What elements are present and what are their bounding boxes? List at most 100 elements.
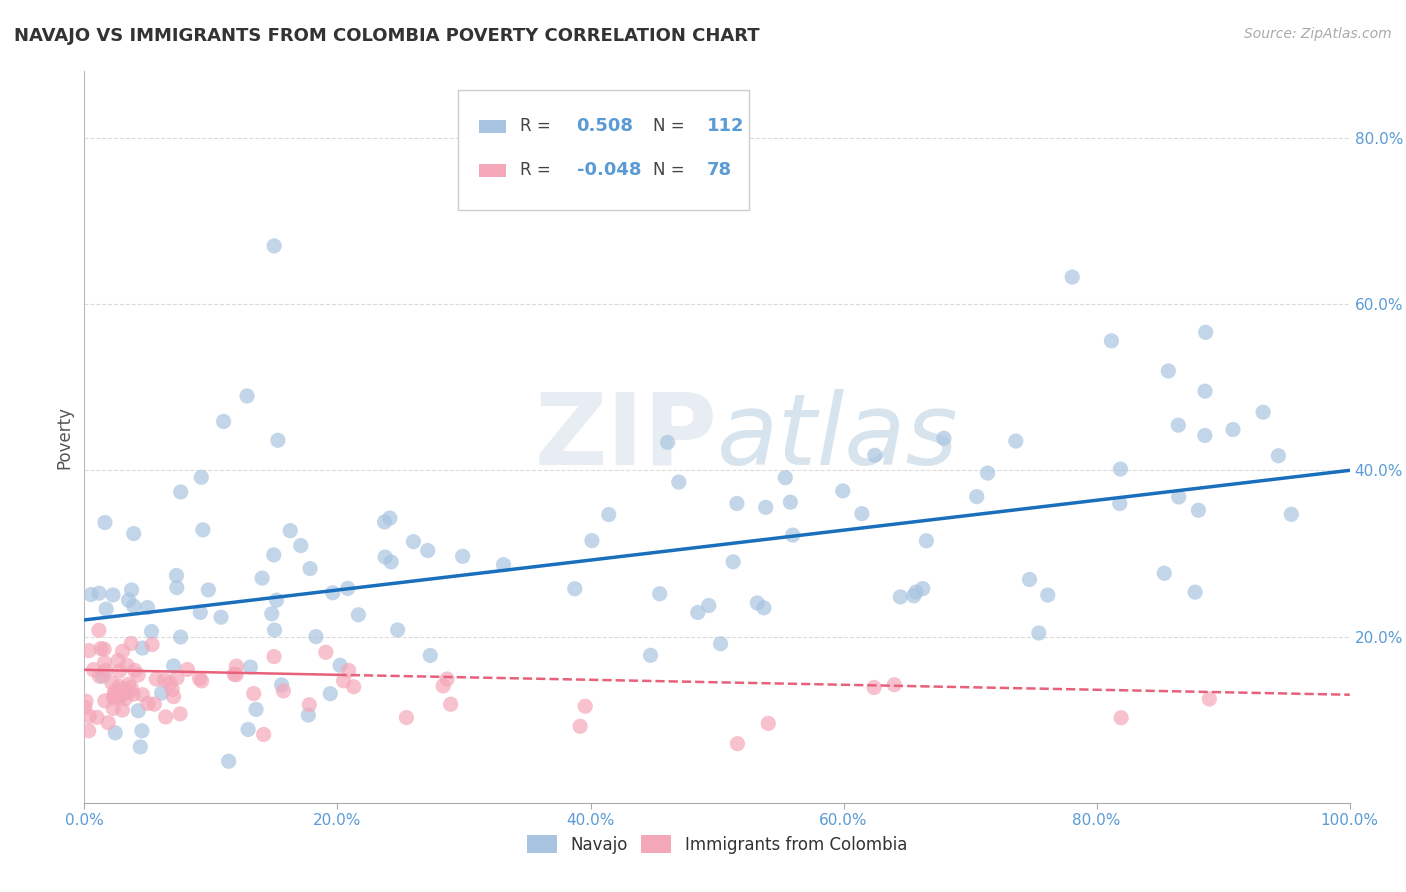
Point	[93, 656, 115, 670]
Point	[117, 677, 139, 691]
Point	[94, 602, 117, 616]
Text: NAVAJO VS IMMIGRANTS FROM COLOMBIA POVERTY CORRELATION CHART: NAVAJO VS IMMIGRANTS FROM COLOMBIA POVER…	[14, 27, 759, 45]
FancyBboxPatch shape	[479, 120, 506, 133]
Point	[1267, 449, 1289, 463]
Point	[373, 515, 395, 529]
Point	[1195, 326, 1218, 340]
Point	[169, 630, 191, 644]
Point	[581, 533, 603, 548]
Point	[160, 682, 183, 697]
Point	[103, 689, 125, 703]
Point	[188, 606, 211, 620]
Point	[322, 586, 344, 600]
Point	[212, 414, 235, 428]
Point	[153, 673, 176, 687]
Point	[82, 663, 104, 677]
FancyBboxPatch shape	[458, 90, 749, 211]
Point	[124, 664, 146, 678]
Point	[1018, 573, 1040, 587]
Point	[419, 648, 441, 663]
Point	[1222, 423, 1244, 437]
Point	[115, 658, 138, 673]
Point	[224, 667, 246, 681]
Point	[145, 672, 167, 686]
Point	[337, 664, 360, 678]
Point	[298, 698, 321, 712]
Point	[131, 641, 153, 656]
Point	[831, 483, 853, 498]
Point	[166, 671, 188, 685]
Point	[155, 710, 177, 724]
Point	[108, 664, 131, 678]
Point	[93, 642, 115, 657]
Point	[329, 658, 352, 673]
Point	[640, 648, 662, 663]
Point	[159, 676, 181, 690]
Point	[101, 588, 124, 602]
Point	[127, 668, 149, 682]
Point	[75, 694, 97, 708]
Point	[569, 719, 592, 733]
Point	[1004, 434, 1026, 448]
Point	[170, 485, 193, 500]
FancyBboxPatch shape	[479, 163, 506, 177]
Point	[79, 709, 101, 723]
Point	[209, 610, 232, 624]
Point	[863, 681, 886, 695]
Point	[378, 511, 401, 525]
Point	[253, 727, 276, 741]
Point	[94, 664, 117, 678]
Text: Source: ZipAtlas.com: Source: ZipAtlas.com	[1244, 27, 1392, 41]
Point	[141, 624, 163, 639]
Point	[686, 606, 709, 620]
Point	[77, 643, 100, 657]
Point	[131, 688, 153, 702]
Point	[976, 466, 998, 480]
Point	[416, 543, 439, 558]
Point	[1028, 626, 1050, 640]
Point	[395, 710, 418, 724]
Point	[305, 630, 328, 644]
Point	[117, 685, 139, 699]
Point	[709, 637, 731, 651]
Point	[89, 669, 111, 683]
Point	[129, 739, 152, 754]
Point	[756, 716, 779, 731]
Point	[122, 687, 145, 701]
Point	[380, 555, 402, 569]
Point	[236, 389, 259, 403]
Text: ZIP: ZIP	[534, 389, 717, 485]
Point	[315, 645, 337, 659]
Point	[1153, 566, 1175, 581]
Point	[432, 679, 454, 693]
Point	[122, 599, 145, 613]
Point	[290, 539, 312, 553]
Point	[236, 723, 259, 737]
Point	[1036, 588, 1059, 602]
Point	[697, 599, 720, 613]
Point	[143, 697, 166, 711]
Point	[94, 694, 117, 708]
Point	[260, 607, 283, 621]
Point	[299, 561, 322, 575]
Text: 0.508: 0.508	[576, 117, 634, 136]
Point	[436, 672, 458, 686]
Point	[343, 680, 366, 694]
Point	[1167, 490, 1189, 504]
Point	[374, 550, 396, 565]
Point	[127, 704, 149, 718]
Point	[122, 526, 145, 541]
Point	[97, 715, 120, 730]
Y-axis label: Poverty: Poverty	[55, 406, 73, 468]
Point	[111, 644, 134, 658]
Point	[451, 549, 474, 564]
Point	[112, 687, 135, 701]
Point	[91, 669, 114, 683]
Point	[911, 582, 934, 596]
Point	[86, 710, 108, 724]
Point	[319, 687, 342, 701]
Point	[73, 700, 96, 714]
Text: 112: 112	[707, 117, 744, 136]
Point	[263, 623, 285, 637]
Point	[1184, 585, 1206, 599]
